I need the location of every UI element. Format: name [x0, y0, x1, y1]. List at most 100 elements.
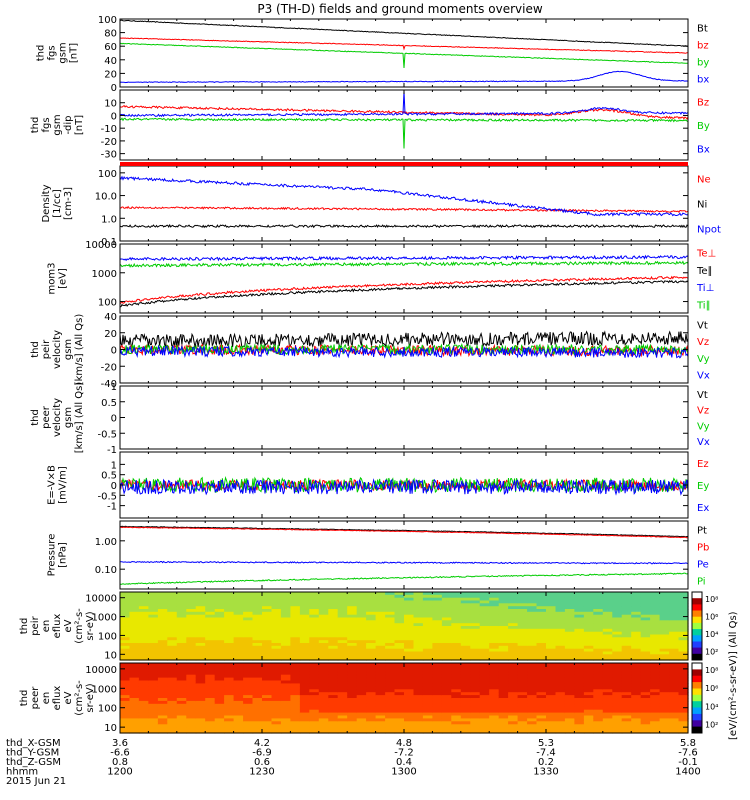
spectrogram-cell [612, 626, 623, 630]
spectrogram-cell [422, 592, 433, 596]
spectrogram-cell [195, 637, 206, 641]
spectrogram-cell [593, 721, 604, 725]
spectrogram-cell [271, 617, 282, 621]
spectrogram-cell [574, 700, 585, 705]
spectrogram-cell [650, 631, 661, 636]
spectrogram-cell [404, 640, 415, 644]
spectrogram-cell [356, 689, 367, 693]
spectrogram-cell [404, 698, 415, 702]
spectrogram-cell [669, 695, 680, 699]
spectrogram-cell [621, 654, 632, 658]
spectrogram-cell [224, 657, 235, 661]
spectrogram-cell [337, 657, 348, 661]
spectrogram-cell [621, 609, 632, 613]
series-Ne-line [120, 205, 689, 214]
spectrogram-cell [678, 703, 689, 708]
y-tick-label: 0 [111, 414, 117, 425]
spectrogram-cell [252, 634, 263, 638]
spectrogram-cell [290, 663, 301, 667]
spectrogram-cell [394, 668, 405, 673]
spectrogram-cell [271, 703, 282, 708]
spectrogram-cell [337, 603, 348, 607]
spectrogram-cell [252, 671, 263, 676]
spectrogram-cell [517, 597, 528, 602]
spectrogram-cell [224, 677, 235, 682]
spectrogram-cell [441, 671, 452, 676]
spectrogram-cell [129, 592, 140, 596]
y-tick-label: 1.0 [101, 214, 117, 225]
legend-bx: bx [697, 75, 709, 86]
spectrogram-cell [233, 648, 244, 653]
spectrogram-cell [574, 643, 585, 647]
spectrogram-cell [593, 592, 604, 596]
spectrogram-cell [508, 724, 519, 728]
spectrogram-cell [366, 709, 377, 714]
spectrogram-cell [669, 597, 680, 602]
spectrogram-cell [432, 686, 443, 690]
spectrogram-cell [252, 603, 263, 607]
spectrogram-cell [243, 674, 254, 679]
legend-Te∥: Te∥ [696, 266, 713, 277]
spectrogram-cell [564, 712, 575, 717]
spectrogram-cell [432, 665, 443, 670]
spectrogram-cell [564, 603, 575, 607]
spectrogram-cell [375, 645, 386, 650]
spectrogram-cell [252, 730, 263, 734]
spectrogram-cell [659, 603, 670, 607]
spectrogram-cell [394, 700, 405, 705]
spectrogram-cell [366, 640, 377, 644]
spectrogram-cell [280, 603, 291, 607]
orbit-row-label: hhmm [6, 767, 38, 778]
spectrogram-cell [157, 623, 168, 627]
spectrogram-cell [243, 654, 254, 658]
spectrogram-cell [470, 606, 481, 610]
spectrogram-cell [167, 703, 178, 708]
spectrogram-cell [593, 715, 604, 719]
spectrogram-cell [451, 643, 462, 647]
spectrogram-cell [404, 686, 415, 690]
spectrogram-cell [252, 597, 263, 602]
spectrogram-cell [555, 645, 566, 650]
y-axis-label-line: velocity [52, 398, 63, 437]
spectrogram-cell [328, 727, 339, 731]
spectrogram-cell [669, 730, 680, 734]
spectrogram-cell [309, 724, 320, 728]
spectrogram-cell [148, 674, 159, 679]
spectrogram-cell [413, 668, 424, 673]
spectrogram-cell [583, 654, 594, 658]
spectrogram-cell [650, 592, 661, 596]
spectrogram-cell [621, 724, 632, 728]
spectrogram-cell [650, 663, 661, 667]
spectrogram-cell [148, 643, 159, 647]
spectrogram-cell [328, 637, 339, 641]
spectrogram-cell [120, 631, 131, 636]
legend-Bt: Bt [697, 24, 708, 35]
orbit-value: -6.9 [252, 748, 272, 759]
spectrogram-cell [555, 609, 566, 613]
series-Ti∥-line [119, 260, 689, 268]
spectrogram-cell [460, 592, 471, 596]
spectrogram-cell [460, 611, 471, 616]
spectrogram-cell [290, 628, 301, 633]
spectrogram-cell [129, 686, 140, 690]
spectrogram-cell [252, 654, 263, 658]
spectrogram-cell [621, 721, 632, 725]
spectrogram-cell [129, 724, 140, 728]
legend-Ni: Ni [697, 200, 707, 211]
spectrogram-cell [366, 680, 377, 684]
spectrogram-cell [631, 706, 642, 711]
spectrogram-cell [299, 698, 310, 702]
spectrogram-cell [167, 715, 178, 719]
spectrogram-cell [120, 700, 131, 705]
spectrogram-cell [612, 643, 623, 647]
spectrogram-cell [536, 718, 547, 722]
spectrogram-cell [564, 657, 575, 661]
spectrogram-cell [650, 706, 661, 711]
spectrogram-cell [678, 620, 689, 624]
spectrogram-cell [224, 730, 235, 734]
spectrogram-cell [337, 727, 348, 731]
spectrogram-cell [138, 631, 149, 636]
spectrogram-cell [205, 709, 216, 714]
spectrogram-cell [678, 674, 689, 679]
spectrogram-cell [120, 698, 131, 702]
